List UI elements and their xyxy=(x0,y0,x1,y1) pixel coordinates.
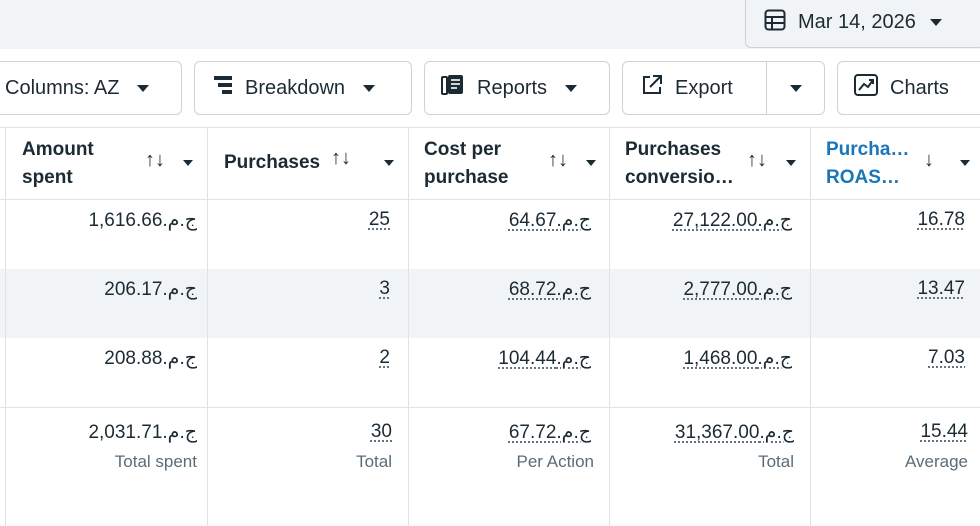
results-table: Amount spent ↑↓ Purchases ↑↓ Cost per pu… xyxy=(0,127,980,526)
breakdown-label: Breakdown xyxy=(245,77,345,100)
chevron-down-icon xyxy=(930,19,942,26)
cell-purchases-conversion-value[interactable]: ج.م.2,777.00 xyxy=(683,278,792,301)
total-purchases[interactable]: 30 xyxy=(371,421,392,443)
charts-button[interactable]: Charts xyxy=(837,61,980,115)
cell-purchase-roas[interactable]: 16.78 xyxy=(917,209,965,231)
chart-icon xyxy=(854,74,878,102)
sort-descending-icon[interactable]: ↓ xyxy=(924,149,934,172)
cell-cost-per-purchase[interactable]: ج.م.68.72 xyxy=(509,278,591,301)
header-line-2: spent xyxy=(22,164,73,192)
total-amount-spent-label: Total spent xyxy=(115,452,197,472)
header-line-2: purchase xyxy=(424,164,508,192)
cell-purchases-conversion-value[interactable]: ج.م.27,122.00 xyxy=(673,209,792,232)
date-picker-label: Mar 14, 2026 xyxy=(798,11,916,34)
cell-amount-spent: ج.م.206.17 xyxy=(104,278,197,301)
chevron-down-icon[interactable] xyxy=(786,160,796,166)
total-purchases-conversion-value[interactable]: ج.م.31,367.00 xyxy=(675,421,794,444)
cell-purchase-roas[interactable]: 7.03 xyxy=(928,347,965,369)
cell-amount-spent: ج.م.1,616.66 xyxy=(88,209,197,232)
cell-purchases[interactable]: 2 xyxy=(379,347,390,369)
breakdown-button[interactable]: Breakdown xyxy=(194,61,412,115)
header-line-1: Cost per xyxy=(424,136,501,164)
total-cost-per-purchase-label: Per Action xyxy=(517,452,595,472)
columns-label: Columns: AZ xyxy=(5,77,119,100)
top-bar: Mar 14, 2026 xyxy=(0,0,980,49)
toolbar: Columns: AZ Breakdown Reports xyxy=(0,61,980,115)
column-header-purchases[interactable]: Purchases ↑↓ xyxy=(207,127,408,199)
export-label: Export xyxy=(675,77,733,100)
sort-icon[interactable]: ↑↓ xyxy=(548,149,568,172)
totals-border xyxy=(0,407,980,408)
header-line-1: Purcha… xyxy=(826,136,909,164)
chevron-down-icon[interactable] xyxy=(384,160,394,166)
sort-icon[interactable]: ↑↓ xyxy=(331,147,351,170)
chevron-down-icon[interactable] xyxy=(586,160,596,166)
column-header-amount-spent[interactable]: Amount spent ↑↓ xyxy=(5,127,207,199)
cell-cost-per-purchase[interactable]: ج.م.104.44 xyxy=(498,347,591,370)
charts-label: Charts xyxy=(890,77,949,100)
cell-purchases[interactable]: 3 xyxy=(379,278,390,300)
sort-icon[interactable]: ↑↓ xyxy=(145,149,165,172)
cell-purchase-roas[interactable]: 13.47 xyxy=(917,278,965,300)
cell-purchases[interactable]: 25 xyxy=(369,209,390,231)
header-line-1: Purchases xyxy=(224,149,320,177)
total-purchase-roas[interactable]: 15.44 xyxy=(920,421,968,443)
column-header-purchases-conversion-value[interactable]: Purchases conversio… ↑↓ xyxy=(609,127,810,199)
cell-purchases-conversion-value[interactable]: ج.م.1,468.00 xyxy=(683,347,792,370)
export-button[interactable]: Export xyxy=(622,61,825,115)
total-purchase-roas-label: Average xyxy=(905,452,968,472)
total-purchases-label: Total xyxy=(356,452,392,472)
header-line-1: Amount xyxy=(22,136,94,164)
reports-icon xyxy=(441,74,465,102)
total-cost-per-purchase[interactable]: ج.م.67.72 xyxy=(509,421,591,444)
breakdown-icon xyxy=(213,74,233,102)
cell-cost-per-purchase[interactable]: ج.م.64.67 xyxy=(509,209,591,232)
total-purchases-conversion-label: Total xyxy=(758,452,794,472)
column-header-cost-per-purchase[interactable]: Cost per purchase ↑↓ xyxy=(408,127,609,199)
reports-button[interactable]: Reports xyxy=(424,61,610,115)
chevron-down-icon xyxy=(790,85,802,92)
reports-label: Reports xyxy=(477,77,547,100)
column-header-purchase-roas[interactable]: Purcha… ROAS… ↓ xyxy=(810,127,980,199)
header-line-2: ROAS… xyxy=(826,164,900,192)
chevron-down-icon[interactable] xyxy=(183,160,193,166)
header-border xyxy=(0,199,980,200)
date-picker-button[interactable]: Mar 14, 2026 xyxy=(745,0,980,48)
header-line-2: conversio… xyxy=(625,164,734,192)
header-line-1: Purchases xyxy=(625,136,721,164)
table-calendar-icon xyxy=(764,9,786,36)
columns-button[interactable]: Columns: AZ xyxy=(0,61,182,115)
sort-icon[interactable]: ↑↓ xyxy=(747,149,767,172)
chevron-down-icon[interactable] xyxy=(960,160,970,166)
total-amount-spent: ج.م.2,031.71 xyxy=(88,421,197,444)
export-options-button[interactable] xyxy=(767,62,825,114)
chevron-down-icon xyxy=(565,85,577,92)
cell-amount-spent: ج.م.208.88 xyxy=(104,347,197,370)
chevron-down-icon xyxy=(363,85,375,92)
chevron-down-icon xyxy=(137,85,149,92)
export-icon xyxy=(641,74,663,102)
